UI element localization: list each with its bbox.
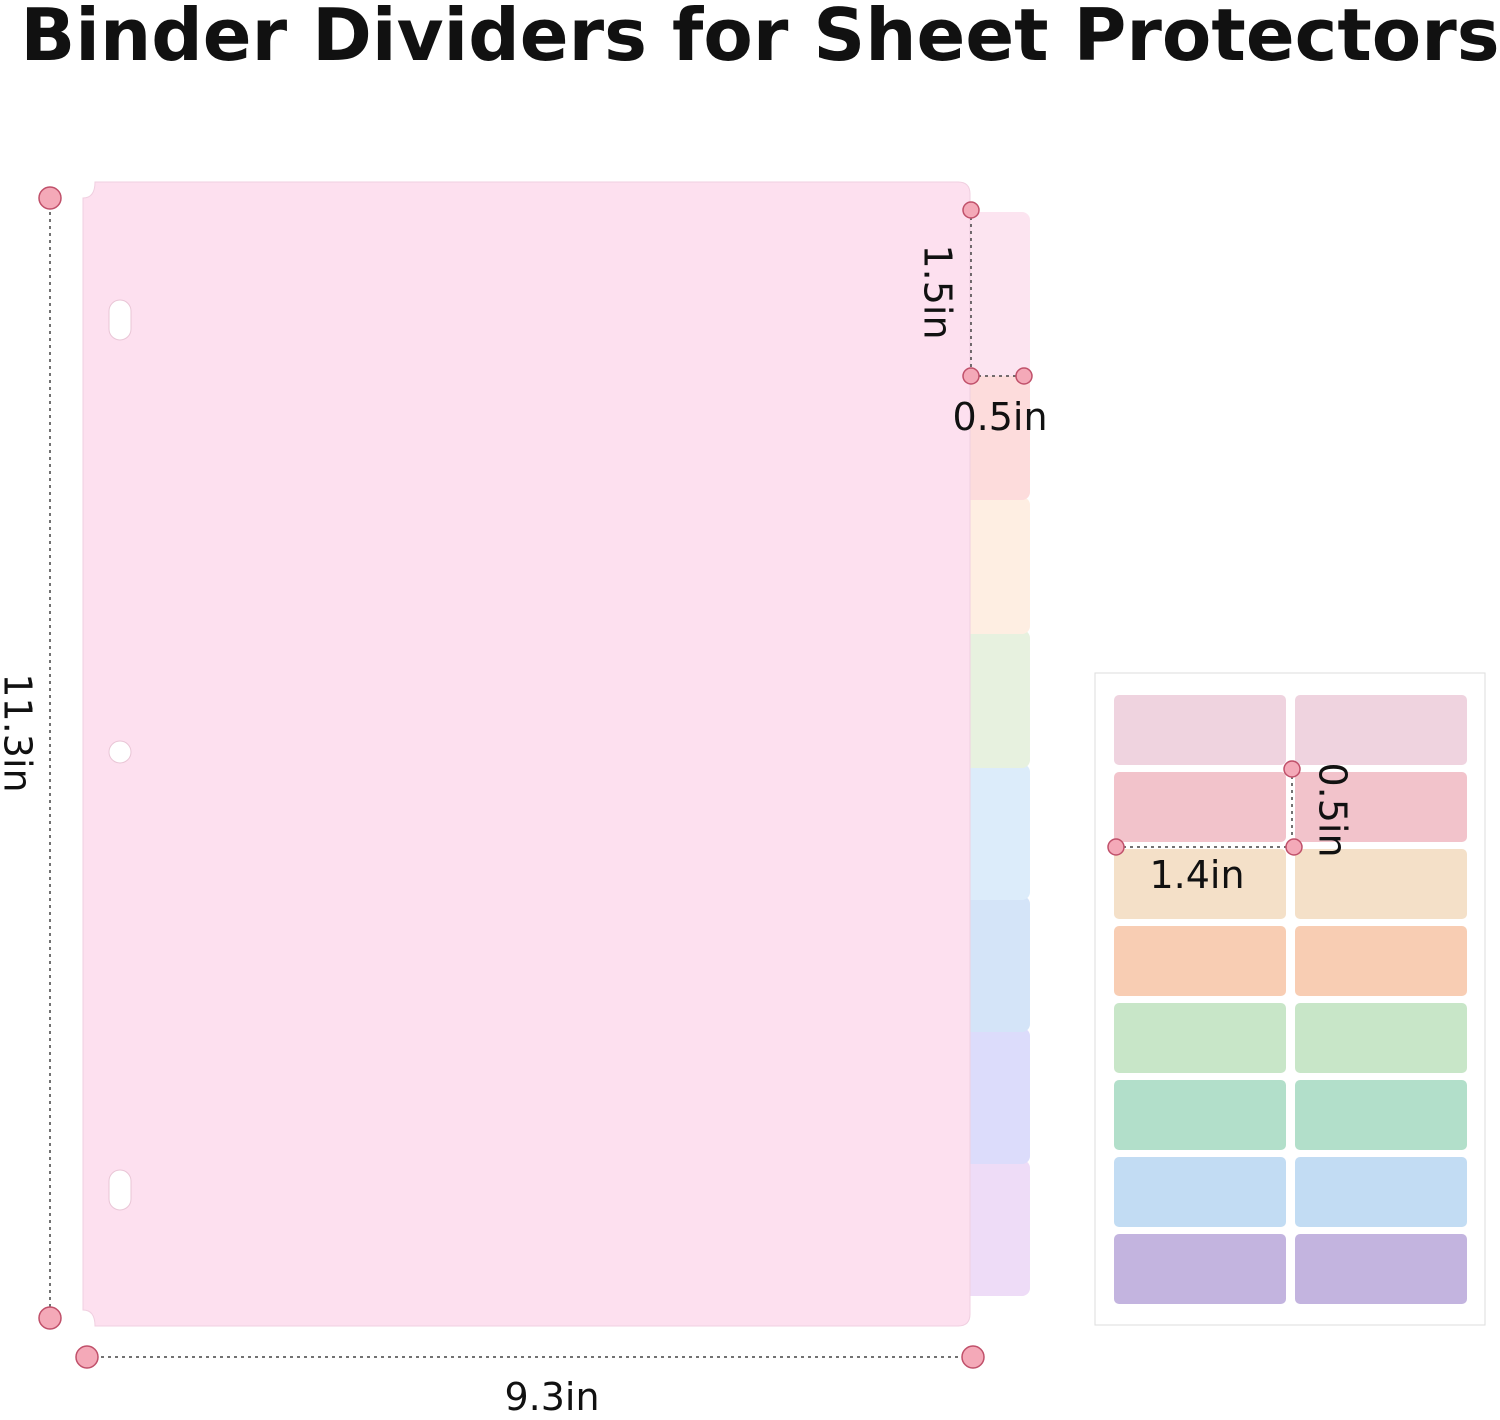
label bbox=[1295, 1234, 1467, 1304]
width-label: 9.3in bbox=[504, 1375, 599, 1416]
label bbox=[1114, 695, 1286, 765]
marker bbox=[1107, 838, 1125, 856]
label bbox=[1295, 926, 1467, 996]
marker bbox=[1285, 838, 1303, 856]
label bbox=[1114, 1080, 1286, 1150]
label-width-label: 1.4in bbox=[1149, 853, 1244, 897]
tab-height-label: 1.5in bbox=[916, 244, 960, 339]
hole bbox=[108, 299, 132, 341]
marker bbox=[962, 367, 980, 385]
label bbox=[1295, 772, 1467, 842]
label bbox=[1114, 926, 1286, 996]
label bbox=[1114, 1157, 1286, 1227]
label bbox=[1114, 1234, 1286, 1304]
hole bbox=[108, 740, 132, 764]
label bbox=[1114, 772, 1286, 842]
marker bbox=[1283, 760, 1301, 778]
marker bbox=[962, 201, 980, 219]
label bbox=[1295, 1080, 1467, 1150]
label bbox=[1295, 849, 1467, 919]
divider-sheet bbox=[82, 181, 971, 1327]
tab-width-label: 0.5in bbox=[952, 395, 1047, 439]
label bbox=[1114, 849, 1286, 919]
marker bbox=[75, 1345, 99, 1369]
marker bbox=[38, 1306, 62, 1330]
label bbox=[1295, 695, 1467, 765]
marker bbox=[38, 186, 62, 210]
marker bbox=[1015, 367, 1033, 385]
title: Binder Dividers for Sheet Protectors bbox=[20, 0, 1499, 77]
label bbox=[1295, 1157, 1467, 1227]
hole bbox=[108, 1169, 132, 1211]
labels bbox=[1114, 695, 1467, 1304]
label bbox=[1114, 1003, 1286, 1073]
label bbox=[1295, 1003, 1467, 1073]
marker bbox=[961, 1345, 985, 1369]
label-height-label: 0.5in bbox=[1311, 762, 1355, 857]
height-label: 11.3in bbox=[0, 673, 40, 792]
